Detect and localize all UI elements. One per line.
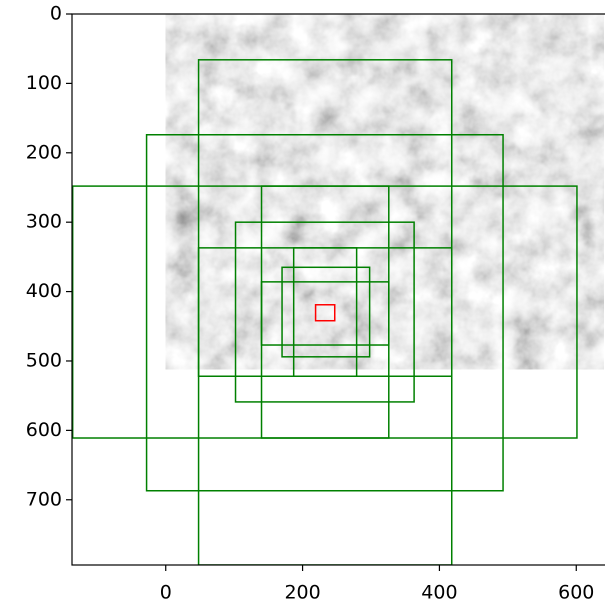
chart: 0 200 400 600 0 100 200 300 400 500 600 700 [0,0,605,607]
y-tick-label: 500 [26,349,62,371]
y-tick-label: 300 [26,211,62,233]
y-tick-label: 100 [26,72,62,94]
y-tick-label: 600 [26,419,62,441]
x-tick-label: 400 [421,582,457,604]
y-tick-label: 0 [50,3,62,25]
image [166,14,604,369]
y-tick-label: 200 [26,141,62,163]
x-tick-label: 600 [558,582,594,604]
y-tick-label: 400 [26,280,62,302]
x-tick-label: 200 [284,582,320,604]
plot-area [73,14,604,565]
x-tick-label: 0 [160,582,172,604]
y-tick-label: 700 [26,488,62,510]
